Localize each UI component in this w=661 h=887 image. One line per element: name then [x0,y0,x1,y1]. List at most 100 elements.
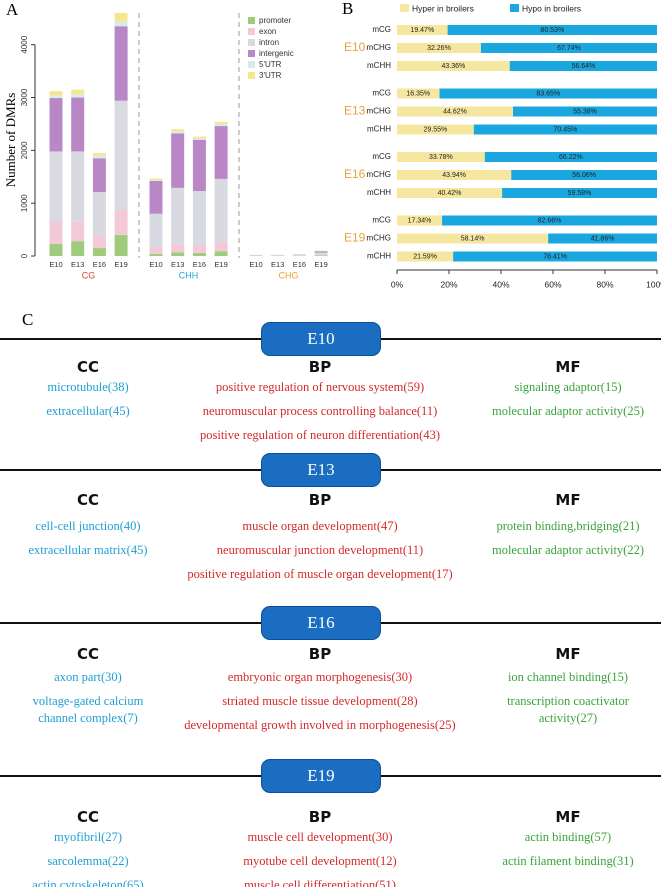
legend-swatch [400,4,409,12]
bar-segment [149,180,163,214]
category-label: mCHH [367,188,391,197]
bar-segment [92,192,106,236]
legend-label: promoter [259,16,291,25]
bar-segment [192,245,206,253]
bar-segment [447,25,657,35]
x-tick-label: E13 [171,260,184,269]
value-label: 29.55% [424,126,448,133]
go-term: developmental growth involved in morphog… [184,718,456,732]
bar-segment [171,133,185,188]
category-label: mCHH [367,125,391,134]
group-label: E16 [344,167,366,181]
go-term: muscle cell development(30) [247,830,393,844]
go-term: positive regulation of nervous system(59… [215,380,425,394]
x-tick-label: E16 [193,260,206,269]
y-tick-label: 4000 [20,35,29,53]
bar-segment [114,100,128,211]
bar-segment [171,252,185,256]
value-label: 70.45% [554,126,578,133]
bar-segment [511,170,657,180]
bar-segment [314,251,328,253]
x-tick-label: E19 [114,260,127,269]
category-label: mCG [372,89,391,98]
go-term: signaling adaptor(15) [514,380,622,394]
x-tick-label: 40% [492,279,509,289]
bar-segment [292,254,306,256]
bar-segment [397,152,485,162]
bar-segment [49,91,63,96]
category-label: mCHG [367,234,391,243]
x-tick-label: E16 [293,260,306,269]
bar-segment [149,179,163,181]
bar-segment [548,233,657,244]
bar-segment [114,26,128,101]
bar-segment [397,233,549,244]
bar-segment [92,235,106,249]
group-label: E10 [344,40,366,54]
legend-swatch [248,39,255,46]
category-label: mCHG [367,43,391,52]
column-header: BP [308,358,332,376]
bar-segment [397,188,503,198]
bar-segment [49,221,63,244]
bar-segment [71,241,85,256]
go-term: myofibril(27) [53,830,123,844]
y-tick-label: 0 [20,253,29,258]
value-label: 59.58% [568,190,592,197]
stage-box: E13 [261,453,381,487]
go-term: neuromuscular process controlling balanc… [202,404,438,418]
go-term: embryonic organ morphogenesis(30) [227,670,413,684]
go-term: transcription coactivator activity(27) [507,694,629,725]
column-header: CC [76,358,100,376]
bar-segment [513,106,657,117]
bar-segment [439,88,657,99]
value-label: 41.86% [591,235,615,242]
legend-swatch [248,61,255,68]
go-term: striated muscle tissue development(28) [222,694,418,708]
go-term: microtubule(38) [47,380,129,394]
y-tick-label: 1000 [20,194,29,212]
legend-swatch [248,28,255,35]
go-term: axon part(30) [54,670,122,684]
category-label: mCHG [367,107,391,116]
group-label: CHG [279,270,299,280]
bar-segment [314,255,328,256]
legend-label: intergenic [259,49,294,58]
bar-segment [397,88,440,99]
bar-segment [192,139,206,192]
bar-segment [71,94,85,98]
x-tick-label: E10 [149,260,162,269]
value-label: 44.62% [443,108,467,115]
bar-segment [114,234,128,256]
legend-label: 5'UTR [259,60,282,69]
go-term: molecular adaptor activity(22) [491,543,645,557]
value-label: 56.64% [571,63,595,70]
term-list: actin binding(57) actin filament binding(… [478,829,658,877]
value-label: 78.41% [543,253,567,260]
go-term: muscle organ development(47) [242,519,398,533]
go-term: neuromuscular junction development(11) [216,543,424,557]
value-label: 32.26% [427,45,451,52]
bar-segment [397,61,510,71]
term-list: cell-cell junction(40) extracellular matr… [13,518,163,566]
go-term: positive regulation of muscle organ deve… [187,567,453,581]
bar-segment [214,251,228,256]
go-term: muscle cell differentiation(51) [244,878,396,887]
term-list: muscle cell development(30) myotube cell … [170,829,470,887]
value-label: 58.14% [461,235,485,242]
bar-segment [149,247,163,254]
category-label: mCG [372,216,391,225]
x-tick-label: E10 [249,260,262,269]
bar-segment [214,178,228,243]
column-header: CC [76,491,100,509]
go-term: extracellular matrix(45) [28,543,148,557]
chart-b: B Hyper in broilers Hypo in broilers 19.47… [342,0,661,289]
column-header: BP [308,645,332,663]
value-label: 67.74% [557,45,581,52]
y-axis-label: Number of DMRs [3,93,18,188]
bar-segment [214,126,228,179]
go-term: protein binding,bridging(21) [496,519,640,533]
bar-segment [397,25,448,35]
go-term: voltage-gated calcium channel complex(7) [32,694,144,725]
